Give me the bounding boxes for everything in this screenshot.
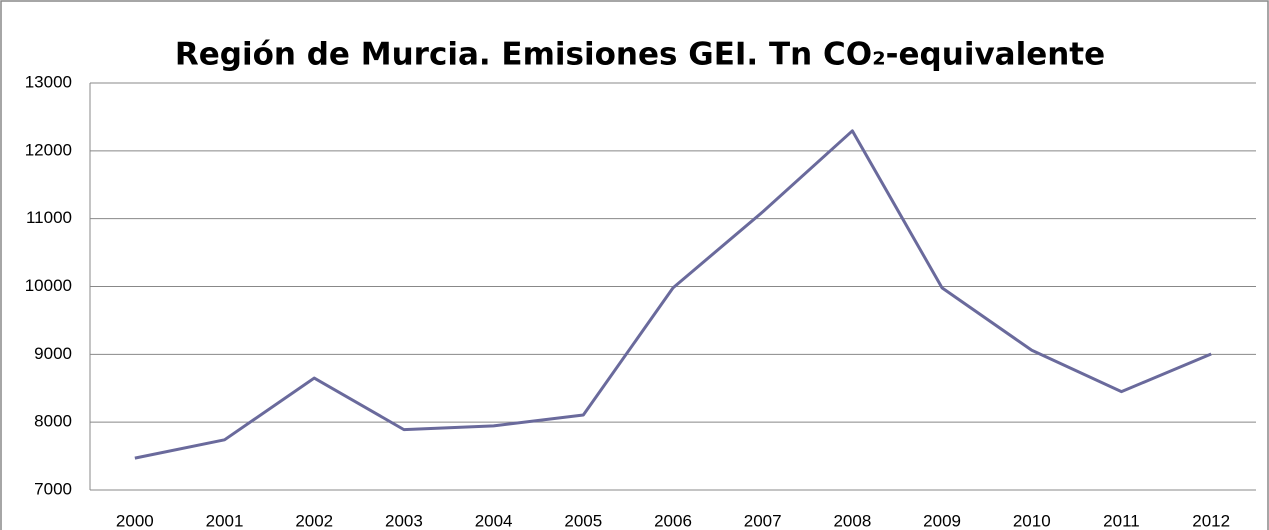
x-tick-label: 2005 <box>564 511 602 530</box>
x-tick-label: 2004 <box>475 511 513 530</box>
y-tick-label: 10000 <box>25 276 72 295</box>
x-tick-label: 2002 <box>295 511 333 530</box>
x-tick-label: 2012 <box>1192 511 1230 530</box>
y-tick-label: 11000 <box>26 208 72 227</box>
y-tick-label: 7000 <box>34 479 72 498</box>
x-tick-label: 2006 <box>654 511 692 530</box>
y-tick-label: 8000 <box>34 412 72 431</box>
x-tick-label: 2010 <box>1013 511 1051 530</box>
y-tick-label: 13000 <box>25 72 72 91</box>
x-tick-label: 2007 <box>744 511 782 530</box>
chart-title: Región de Murcia. Emisiones GEI. Tn CO₂-… <box>175 37 1105 73</box>
x-tick-label: 2001 <box>206 511 244 530</box>
x-tick-label: 2011 <box>1103 511 1140 530</box>
x-tick-label: 2003 <box>385 511 423 530</box>
x-tick-label: 2009 <box>923 511 961 530</box>
y-tick-label: 9000 <box>34 344 72 363</box>
x-tick-label: 2008 <box>833 511 871 530</box>
series-line <box>134 129 1212 460</box>
x-tick-label: 2000 <box>116 511 154 530</box>
y-tick-label: 12000 <box>25 140 72 159</box>
